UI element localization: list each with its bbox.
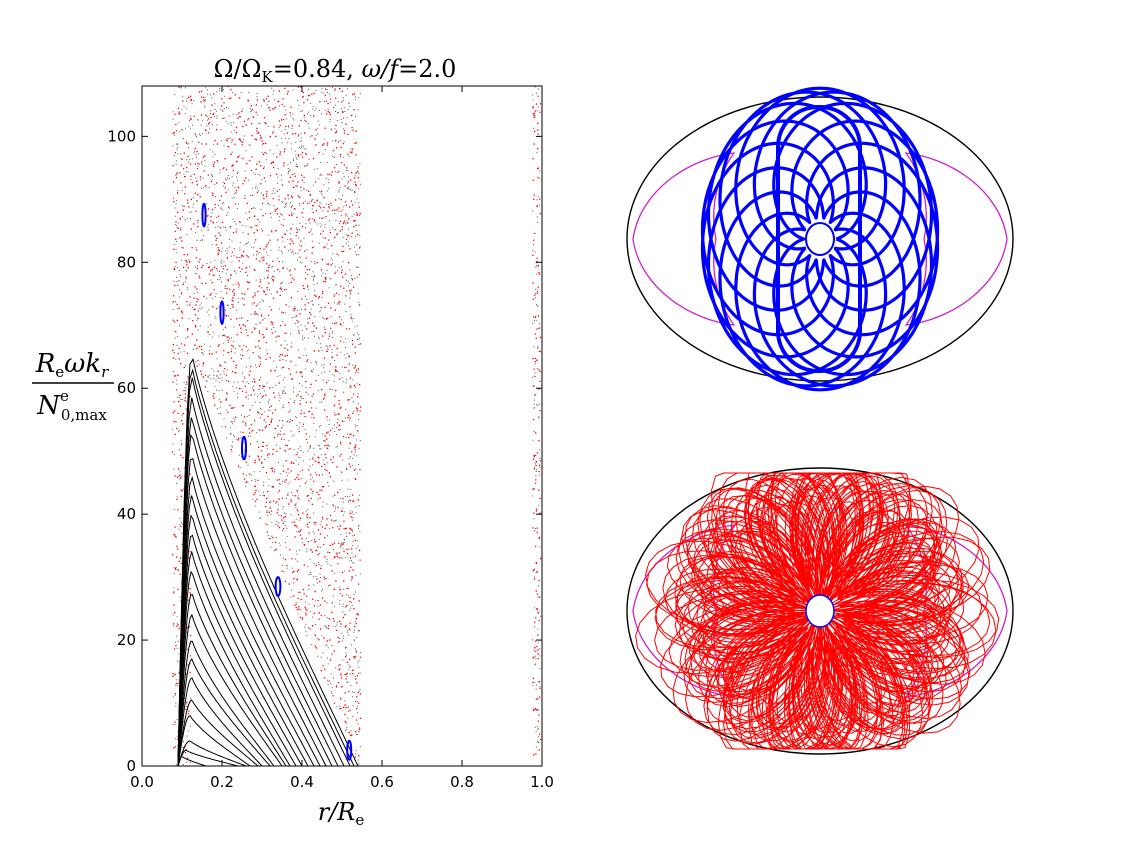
invariant-curve (177, 749, 239, 766)
x-axis-label: r/Re (318, 798, 365, 829)
invariant-curve (177, 740, 247, 766)
svg-text:Reωkr: Reωkr (35, 349, 109, 381)
ray-trajectory-blue (700, 86, 940, 392)
ray-path-blue (700, 86, 940, 392)
x-tick-label: 0.6 (370, 773, 394, 791)
chaotic-points-gray (172, 86, 541, 766)
chart-title: Ω/ΩK=0.84, ω/f=2.0 (214, 55, 457, 86)
invariant-curve (177, 699, 259, 766)
invariant-curve (177, 570, 291, 766)
invariant-curve (177, 475, 321, 766)
invariant-curve (177, 550, 297, 766)
x-tick-label: 1.0 (530, 773, 554, 791)
ray-path-diagram-top (626, 86, 1014, 392)
invariant-curve (177, 756, 207, 766)
ray-path-diagram-bottom (626, 467, 1014, 755)
x-tick-label: 0.8 (450, 773, 474, 791)
invariant-curve (177, 714, 251, 766)
outer-boundary (626, 96, 1014, 382)
x-tick-label: 0.4 (290, 773, 314, 791)
y-axis-label: Reωkr Ne 0,max (32, 349, 114, 424)
invariant-curve (177, 514, 309, 766)
poincare-plot: Ω/ΩK=0.84, ω/f=2.0 0.0 0.2 0.4 0.6 0.8 1.0 0 20… (32, 55, 554, 829)
ray-path-red (635, 472, 1000, 750)
invariant-curve (177, 368, 355, 766)
axis-ticks: 0.0 0.2 0.4 0.6 0.8 1.0 0 20 40 60 80 100 (107, 86, 554, 791)
y-tick-label: 40 (117, 505, 136, 523)
resonance-island (346, 739, 353, 761)
invariant-curve (177, 658, 271, 766)
invariant-curve (177, 433, 333, 766)
invariant-curve (177, 495, 315, 766)
invariant-curve (177, 677, 263, 766)
invariant-curve (177, 397, 345, 766)
y-tick-label: 0 (126, 757, 136, 775)
x-tick-label: 0.0 (130, 773, 154, 791)
y-tick-label: 100 (107, 127, 136, 145)
invariant-curve (177, 534, 303, 766)
y-tick-label: 80 (117, 253, 136, 271)
x-tick-label: 0.2 (210, 773, 234, 791)
resonance-island (274, 576, 282, 597)
y-tick-label: 20 (117, 631, 136, 649)
invariant-curve (177, 594, 287, 766)
outer-boundary (626, 467, 1014, 755)
chaotic-points-red (172, 86, 542, 759)
resonance-island (219, 300, 225, 325)
invariant-curve (177, 640, 275, 766)
ray-loop-blue (776, 105, 862, 373)
invariant-curve (177, 377, 351, 766)
inner-core (805, 594, 835, 628)
invariant-curve (177, 613, 283, 766)
y-tick-label: 60 (117, 379, 136, 397)
caustic-left (632, 152, 736, 326)
resonance-island (201, 202, 207, 228)
invariant-curve (177, 457, 327, 766)
ray-trajectory-red (635, 472, 1000, 750)
axes-frame (141, 85, 543, 767)
resonance-island (241, 435, 247, 461)
plot-area (172, 86, 542, 766)
invariant-curve (177, 358, 359, 766)
caustic-right (904, 152, 1008, 326)
invariant-curve (177, 417, 339, 766)
inner-core (805, 222, 835, 256)
svg-text:Ne0,max: Ne 0,max (36, 387, 107, 424)
